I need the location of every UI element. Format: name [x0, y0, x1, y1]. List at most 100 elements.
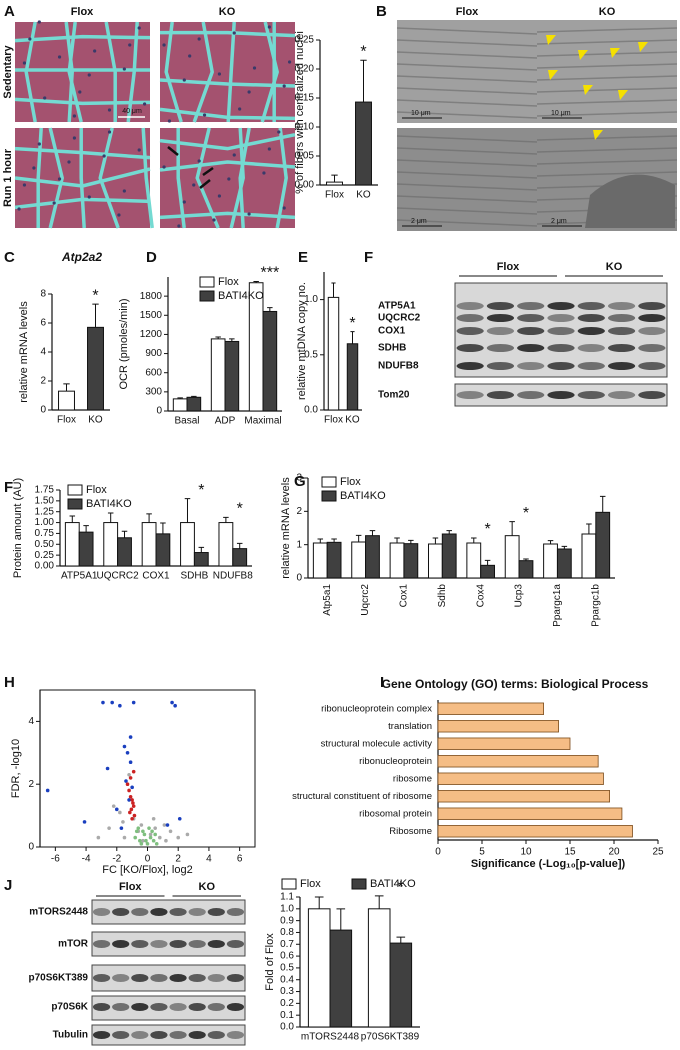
error-bar	[314, 896, 324, 909]
nucleus	[143, 102, 147, 106]
band-label: Tom20	[378, 390, 410, 401]
significance: *	[198, 482, 204, 499]
arrowhead	[610, 48, 620, 58]
arrowhead	[548, 70, 558, 80]
point	[125, 751, 130, 755]
error-bar	[121, 530, 128, 538]
x-tick-label: Flox	[57, 415, 76, 426]
bar	[595, 511, 611, 579]
blot-band	[207, 1031, 225, 1039]
point	[134, 829, 139, 834]
blot-band	[456, 327, 484, 335]
bar	[262, 310, 278, 412]
y-tick-label: 0.75	[35, 528, 55, 539]
blot-band	[92, 974, 111, 982]
significance: *	[484, 521, 490, 538]
point	[101, 700, 105, 705]
point	[151, 816, 156, 821]
blot-band	[638, 314, 666, 322]
y-tick-label: 1.75	[35, 485, 55, 496]
point	[185, 832, 190, 837]
scale-bar-label: 10 μm	[411, 110, 431, 117]
nucleus	[162, 43, 166, 47]
error-bar	[267, 307, 273, 312]
panel-letter: F	[364, 249, 373, 266]
y-axis-label: relative mtDNA copy no.	[296, 282, 308, 400]
em-texture	[536, 63, 678, 69]
y-tick-label: 0.6	[280, 951, 294, 962]
blot-band	[577, 344, 605, 352]
band-label: ATP5A1	[378, 301, 416, 312]
error-bar	[396, 936, 406, 944]
blot-band	[207, 974, 225, 982]
y-tick-label: 8	[40, 289, 46, 300]
y-tick-label: 0.15	[295, 93, 315, 104]
bar	[232, 548, 248, 567]
x-tick-label: KO	[345, 415, 360, 426]
fiber-border	[159, 107, 296, 121]
x-tick-label: Basal	[174, 416, 199, 427]
bar	[437, 720, 559, 733]
lipid-droplet	[585, 174, 675, 228]
y-tick-label: Ribosome	[389, 826, 432, 837]
blot-band	[607, 327, 636, 335]
error-bar	[253, 280, 259, 283]
x-tick-label: -2	[112, 854, 121, 865]
panel-letter: E	[298, 249, 308, 266]
y-tick-label: 2	[296, 506, 302, 517]
point	[170, 700, 174, 705]
blot-band	[150, 908, 168, 916]
error-bar	[184, 498, 191, 523]
blot-band	[112, 1003, 130, 1011]
x-tick-label: -4	[82, 854, 91, 865]
blot-band	[112, 908, 130, 916]
blot-band	[547, 344, 575, 352]
error-bar	[523, 558, 529, 561]
point	[128, 760, 133, 765]
em-texture	[536, 99, 678, 105]
x-tick-label: 20	[608, 847, 620, 858]
em-texture	[536, 135, 678, 141]
point	[105, 766, 110, 771]
x-tick-label: Uqcrc2	[360, 584, 371, 616]
y-tick-label: 1	[296, 539, 302, 550]
y-tick-label: 0.05	[295, 151, 315, 162]
band-label: p70S6K	[51, 1002, 88, 1013]
bar	[389, 542, 405, 579]
em-texture	[396, 159, 538, 167]
fiber-border	[14, 34, 151, 43]
blot-band	[547, 327, 575, 335]
nucleus	[182, 78, 186, 82]
em-texture	[396, 195, 538, 203]
x-tick-label: Maximal	[244, 416, 281, 427]
significance: *	[237, 501, 243, 518]
blot-band	[577, 327, 605, 335]
y-tick-label: 6	[40, 318, 46, 329]
error-bar	[198, 546, 205, 553]
bar	[504, 535, 520, 579]
nucleus	[252, 66, 257, 70]
y-tick-label: 4	[28, 716, 34, 727]
y-tick-label: 1.0	[280, 903, 294, 914]
blot-band	[486, 302, 515, 310]
blot-band	[456, 302, 484, 310]
y-tick-label: 0.50	[35, 539, 55, 550]
arrow	[202, 166, 214, 177]
error-bar	[191, 395, 197, 398]
x-tick-label: 6	[237, 854, 243, 865]
panel-letter: J	[4, 877, 12, 894]
y-axis-label: Protein amount (AU)	[12, 478, 24, 578]
error-bar	[331, 538, 337, 543]
nucleus	[93, 49, 97, 53]
fiber-border	[159, 78, 296, 88]
y-tick-label: 600	[145, 367, 162, 378]
y-axis-label: Fold of Flox	[264, 933, 276, 991]
bar	[365, 535, 380, 579]
y-axis-label: relative mRNA levels	[280, 477, 292, 579]
legend-label: BATI4KO	[86, 498, 132, 510]
arrow	[167, 146, 179, 156]
em-texture	[396, 63, 538, 71]
bar	[78, 531, 94, 567]
y-tick-label: 2	[40, 376, 46, 387]
nucleus	[122, 67, 126, 71]
